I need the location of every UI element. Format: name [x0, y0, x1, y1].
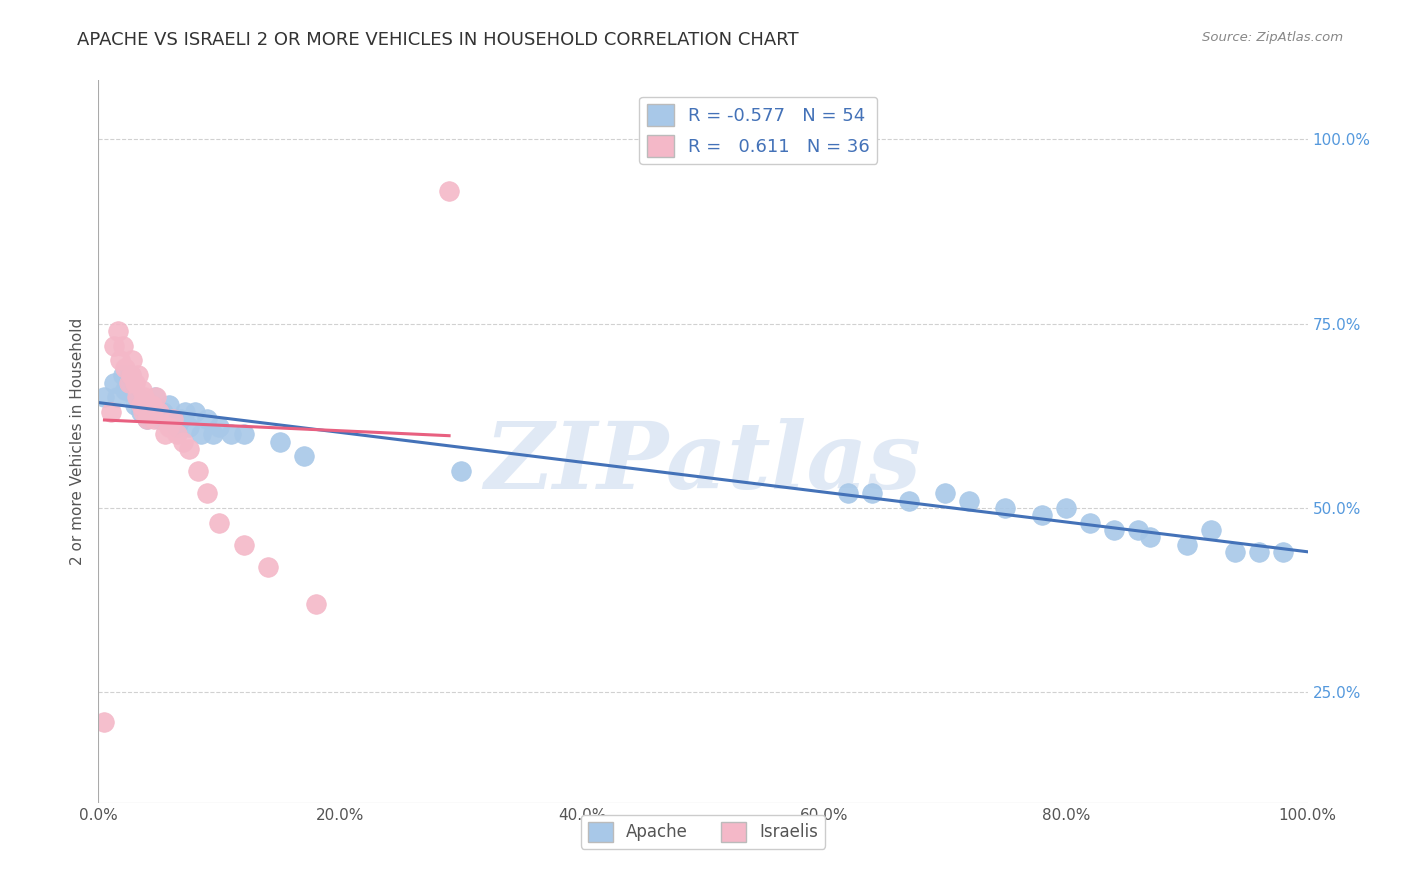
Point — [120, 368, 142, 383]
Point — [127, 390, 149, 404]
Point — [105, 390, 128, 404]
Point — [100, 405, 122, 419]
Point — [134, 390, 156, 404]
Point — [292, 450, 315, 464]
Point — [127, 390, 149, 404]
Point — [129, 398, 152, 412]
Point — [184, 405, 207, 419]
Point — [120, 368, 142, 383]
Point — [108, 353, 131, 368]
Point — [195, 486, 218, 500]
Point — [221, 427, 243, 442]
Point — [190, 427, 212, 442]
Point — [127, 368, 149, 383]
Point — [157, 398, 180, 412]
Point — [897, 493, 920, 508]
Point — [187, 464, 209, 478]
Point — [124, 398, 146, 412]
Point — [141, 398, 163, 412]
Point — [232, 538, 254, 552]
Point — [132, 398, 155, 412]
Point — [1102, 523, 1125, 537]
Point — [148, 412, 170, 426]
Point — [305, 597, 328, 611]
Point — [1175, 538, 1198, 552]
Point — [111, 339, 134, 353]
Point — [138, 405, 160, 419]
Point — [118, 376, 141, 390]
Text: ZIPatlas: ZIPatlas — [485, 418, 921, 508]
Point — [134, 398, 156, 412]
Point — [135, 412, 157, 426]
Point — [111, 368, 134, 383]
Point — [860, 486, 883, 500]
Point — [148, 405, 170, 419]
Point — [269, 434, 291, 449]
Point — [132, 405, 155, 419]
Point — [118, 376, 141, 390]
Point — [142, 405, 165, 419]
Point — [957, 493, 980, 508]
Point — [195, 412, 218, 426]
Point — [1249, 545, 1271, 559]
Point — [166, 427, 188, 442]
Y-axis label: 2 or more Vehicles in Household: 2 or more Vehicles in Household — [70, 318, 86, 566]
Point — [172, 434, 194, 449]
Point — [208, 419, 231, 434]
Point — [129, 405, 152, 419]
Point — [166, 419, 188, 434]
Point — [179, 419, 201, 434]
Point — [179, 442, 201, 456]
Point — [103, 339, 125, 353]
Point — [208, 516, 231, 530]
Point — [135, 412, 157, 426]
Point — [121, 353, 143, 368]
Point — [153, 412, 176, 426]
Point — [174, 405, 197, 419]
Point — [1031, 508, 1053, 523]
Point — [1272, 545, 1295, 559]
Point — [437, 184, 460, 198]
Point — [934, 486, 956, 500]
Point — [114, 383, 136, 397]
Point — [145, 390, 167, 404]
Point — [837, 486, 859, 500]
Point — [256, 560, 278, 574]
Point — [93, 390, 115, 404]
Point — [1054, 500, 1077, 515]
Point — [138, 405, 160, 419]
Point — [124, 376, 146, 390]
Point — [152, 405, 174, 419]
Point — [114, 360, 136, 375]
Point — [93, 714, 115, 729]
Point — [157, 419, 180, 434]
Point — [994, 500, 1017, 515]
Point — [1139, 530, 1161, 544]
Point — [143, 390, 166, 404]
Text: APACHE VS ISRAELI 2 OR MORE VEHICLES IN HOUSEHOLD CORRELATION CHART: APACHE VS ISRAELI 2 OR MORE VEHICLES IN … — [77, 31, 799, 49]
Point — [107, 324, 129, 338]
Point — [131, 383, 153, 397]
Point — [143, 412, 166, 426]
Point — [160, 412, 183, 426]
Point — [450, 464, 472, 478]
Point — [1199, 523, 1222, 537]
Point — [1128, 523, 1150, 537]
Point — [1078, 516, 1101, 530]
Point — [141, 398, 163, 412]
Point — [232, 427, 254, 442]
Point — [169, 412, 191, 426]
Point — [153, 427, 176, 442]
Text: Source: ZipAtlas.com: Source: ZipAtlas.com — [1202, 31, 1343, 45]
Point — [162, 412, 184, 426]
Legend: Apache, Israelis: Apache, Israelis — [581, 815, 825, 848]
Point — [103, 376, 125, 390]
Point — [202, 427, 225, 442]
Point — [1223, 545, 1246, 559]
Point — [127, 390, 149, 404]
